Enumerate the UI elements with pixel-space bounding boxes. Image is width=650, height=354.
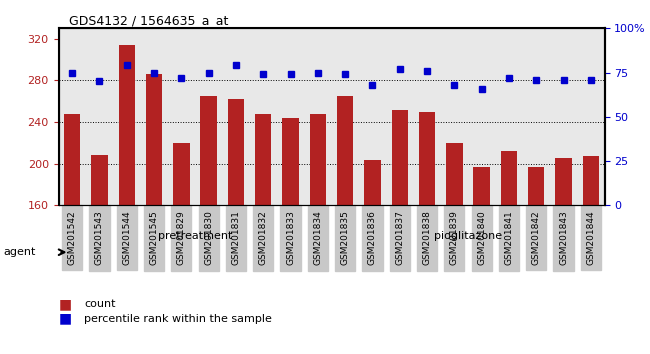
Text: pioglitazone: pioglitazone (434, 231, 502, 241)
Bar (227, 99, 244, 205)
Text: agent: agent (3, 247, 36, 257)
Bar (473, 167, 490, 205)
Bar (64, 114, 81, 205)
Bar (309, 114, 326, 205)
Bar (555, 159, 572, 205)
Bar (446, 143, 463, 205)
Bar (419, 112, 436, 205)
Bar (364, 160, 381, 205)
Bar (528, 167, 545, 205)
Text: ■: ■ (58, 297, 72, 312)
Text: GDS4132 / 1564635_a_at: GDS4132 / 1564635_a_at (70, 14, 229, 27)
Text: count: count (84, 299, 116, 309)
Text: ■: ■ (58, 312, 72, 326)
Text: pretreatment: pretreatment (158, 231, 232, 241)
Bar (391, 109, 408, 205)
Bar (91, 155, 108, 205)
Text: percentile rank within the sample: percentile rank within the sample (84, 314, 272, 324)
Bar (146, 74, 162, 205)
Bar (118, 45, 135, 205)
Bar (200, 96, 217, 205)
Bar (173, 143, 190, 205)
Bar (337, 96, 354, 205)
Bar (282, 118, 299, 205)
Bar (582, 156, 599, 205)
Bar (500, 151, 517, 205)
Bar (255, 114, 272, 205)
